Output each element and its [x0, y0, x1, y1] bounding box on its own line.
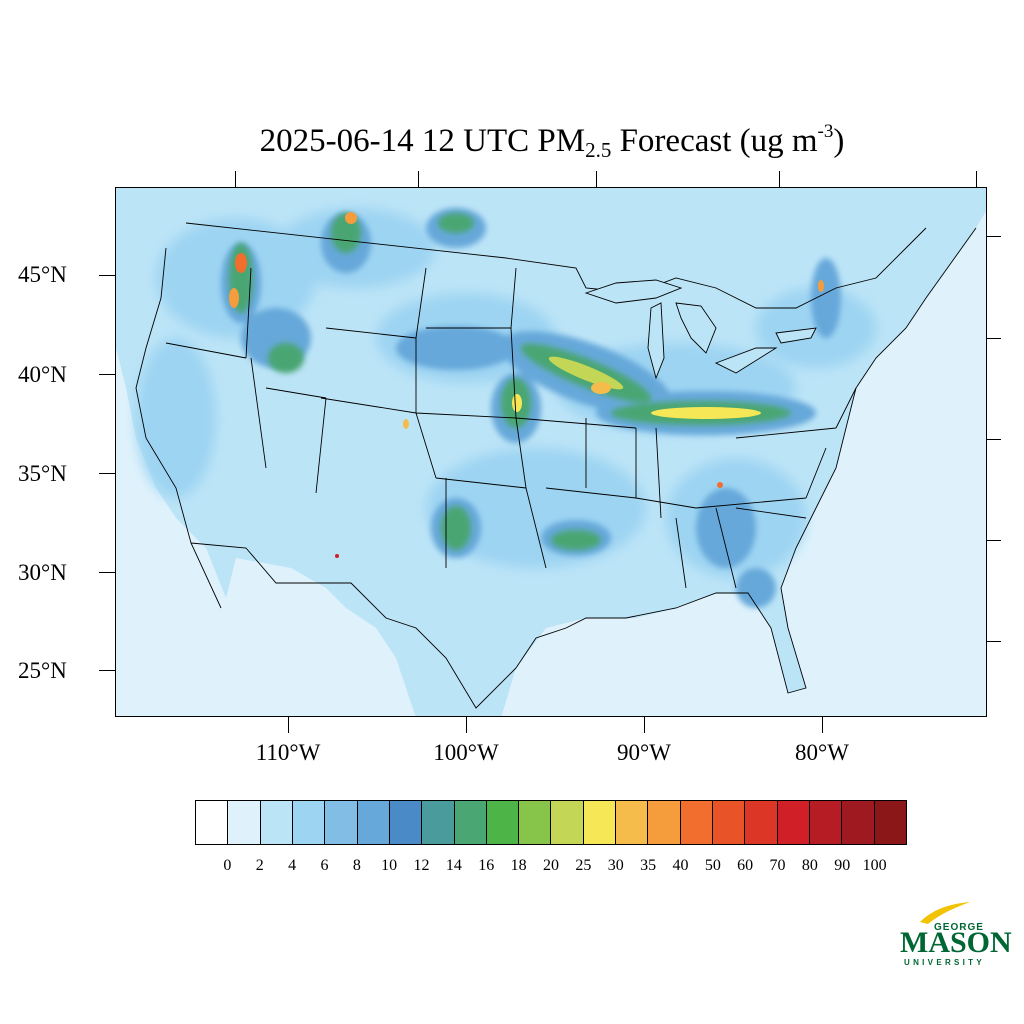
colorbar-level-label: 16 — [478, 857, 495, 874]
colorbar-cell — [777, 801, 810, 844]
title-suffix: ) — [833, 123, 845, 159]
colorbar-cell — [519, 801, 552, 844]
lon-tick-top — [976, 171, 977, 187]
lat-tick-left — [99, 572, 115, 573]
colorbar-level-label: 70 — [769, 857, 786, 874]
lon-tick-top — [235, 171, 236, 187]
colorbar-level-label: 20 — [543, 857, 559, 874]
colorbar-cell — [874, 801, 906, 844]
colorbar-cell — [680, 801, 713, 844]
colorbar-cell — [551, 801, 584, 844]
state-lines — [165, 267, 857, 589]
colorbar-cell — [583, 801, 617, 844]
political-borders — [135, 222, 977, 709]
lat-tick-left — [99, 374, 115, 375]
colorbar-cell — [713, 801, 746, 844]
lon-tick-bottom — [822, 717, 823, 733]
lat-tick-right — [987, 338, 1001, 339]
lon-label-90w: 90°W — [617, 740, 671, 765]
title-middle: Forecast (ug m — [611, 123, 818, 159]
colorbar-cell — [357, 801, 390, 844]
lon-tick-bottom — [288, 717, 289, 733]
lat-label-45: 45°N — [18, 262, 67, 287]
title-subscript: 2.5 — [585, 138, 612, 162]
colorbar-level-label: 10 — [381, 857, 398, 874]
colorbar-cell — [648, 801, 681, 844]
logo-swoosh-icon — [920, 902, 970, 924]
colorbar-level-label: 100 — [862, 857, 887, 874]
lon-tick-top — [779, 171, 780, 187]
colorbar-level-label: 25 — [575, 857, 592, 874]
colorbar-level-label: 18 — [510, 857, 527, 874]
great-lakes — [584, 279, 817, 380]
forecast-map — [115, 187, 987, 717]
colorbar-cell — [486, 801, 520, 844]
colorbar — [195, 800, 907, 845]
colorbar-cell — [842, 801, 875, 844]
lat-tick-right — [987, 439, 1001, 440]
lake-ontario — [775, 327, 817, 344]
colorbar-cell — [260, 801, 293, 844]
colorbar-cell — [228, 801, 261, 844]
lake-michigan — [647, 302, 665, 380]
title-superscript: -3 — [817, 121, 834, 142]
gmu-logo: GEORGE MASON UNIVERSITY — [898, 900, 1012, 970]
colorbar-cell — [325, 801, 358, 844]
lon-tick-bottom — [466, 717, 467, 733]
lon-tick-top — [418, 171, 419, 187]
lat-tick-left — [99, 670, 115, 671]
lake-erie — [714, 347, 778, 374]
lon-label-100w: 100°W — [433, 740, 499, 765]
lat-tick-right — [987, 540, 1001, 541]
colorbar-level-label: 80 — [801, 857, 818, 874]
colorbar-level-label: 12 — [413, 857, 430, 874]
lat-tick-left — [99, 473, 115, 474]
map-title: 2025-06-14 12 UTC PM2.5 Forecast (ug m-3… — [0, 112, 1024, 170]
lon-tick-top — [596, 171, 597, 187]
colorbar-level-label: 30 — [607, 857, 624, 874]
lon-label-80w: 80°W — [795, 740, 849, 765]
lat-tick-left — [99, 275, 115, 276]
logo-line-university: UNIVERSITY — [904, 958, 986, 967]
west-coast — [135, 247, 222, 609]
lat-tick-right — [987, 641, 1001, 642]
colorbar-cell — [745, 801, 778, 844]
lon-tick-bottom — [644, 717, 645, 733]
colorbar-cell — [422, 801, 455, 844]
logo-line-george: GEORGE — [934, 922, 984, 933]
colorbar-level-label: 60 — [737, 857, 754, 874]
colorbar-level-label: 14 — [445, 857, 462, 874]
lat-label-30: 30°N — [18, 560, 67, 585]
mexico-border — [190, 542, 517, 709]
colorbar-level-label: 90 — [834, 857, 851, 874]
colorbar-level-label: 50 — [704, 857, 721, 874]
colorbar-level-label: 8 — [352, 857, 361, 874]
lon-label-110w: 110°W — [255, 740, 321, 765]
colorbar-cell — [809, 801, 843, 844]
colorbar-level-label: 40 — [672, 857, 689, 874]
lat-label-35: 35°N — [18, 461, 67, 486]
colorbar-level-label: 35 — [640, 857, 657, 874]
lake-huron — [675, 302, 717, 354]
gulf-coast — [515, 227, 977, 694]
canada-border — [185, 222, 927, 309]
lake-superior — [584, 279, 683, 304]
title-prefix: 2025-06-14 12 UTC PM — [259, 123, 586, 159]
lat-label-40: 40°N — [18, 362, 67, 387]
colorbar-cell — [616, 801, 649, 844]
lat-tick-right — [987, 236, 1001, 237]
logo-line-mason: MASON — [900, 926, 1012, 959]
colorbar-level-label: 6 — [320, 857, 329, 874]
map-canvas — [116, 188, 986, 716]
lat-label-25: 25°N — [18, 658, 67, 683]
colorbar-cell — [454, 801, 487, 844]
colorbar-cell — [389, 801, 423, 844]
colorbar-level-label: 2 — [255, 857, 264, 874]
colorbar-level-label: 0 — [223, 857, 232, 874]
colorbar-cell — [196, 801, 229, 844]
colorbar-level-label: 4 — [288, 857, 297, 874]
colorbar-cell — [292, 801, 326, 844]
